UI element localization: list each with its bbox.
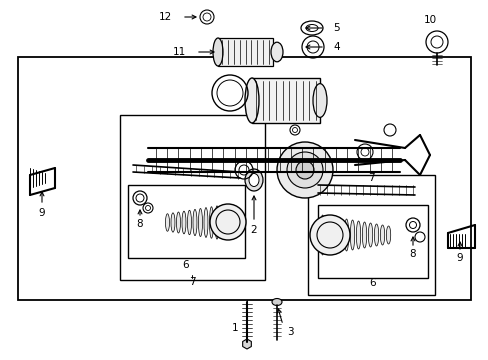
Ellipse shape <box>165 214 169 231</box>
Ellipse shape <box>344 219 348 251</box>
Ellipse shape <box>171 213 175 232</box>
Ellipse shape <box>248 174 259 186</box>
Bar <box>18 57 470 300</box>
Ellipse shape <box>270 42 283 62</box>
Text: 7: 7 <box>367 173 373 183</box>
Text: 1: 1 <box>231 323 238 333</box>
Ellipse shape <box>244 78 259 123</box>
Ellipse shape <box>244 169 263 191</box>
Ellipse shape <box>209 207 213 238</box>
Ellipse shape <box>193 210 197 236</box>
Circle shape <box>286 152 323 188</box>
Ellipse shape <box>198 208 202 237</box>
Bar <box>120 115 264 280</box>
Ellipse shape <box>367 223 372 247</box>
Text: 10: 10 <box>423 15 436 25</box>
Text: 2: 2 <box>250 225 257 235</box>
Circle shape <box>209 204 245 240</box>
Ellipse shape <box>350 220 354 250</box>
Ellipse shape <box>305 24 317 32</box>
Bar <box>128 185 244 258</box>
Ellipse shape <box>187 210 191 235</box>
Text: 6: 6 <box>369 278 376 288</box>
Ellipse shape <box>203 208 207 237</box>
Text: 12: 12 <box>159 12 172 22</box>
Ellipse shape <box>320 215 324 255</box>
Ellipse shape <box>356 221 360 249</box>
Ellipse shape <box>176 212 180 233</box>
Text: 9: 9 <box>39 208 45 218</box>
Ellipse shape <box>325 216 330 254</box>
Ellipse shape <box>380 225 384 245</box>
Ellipse shape <box>338 218 342 252</box>
Text: 7: 7 <box>188 277 195 287</box>
Text: 9: 9 <box>456 253 462 263</box>
Text: 8: 8 <box>137 219 143 229</box>
Ellipse shape <box>362 222 366 248</box>
Ellipse shape <box>271 298 282 306</box>
Ellipse shape <box>374 224 378 246</box>
Ellipse shape <box>213 38 223 66</box>
Ellipse shape <box>301 21 323 35</box>
Bar <box>317 205 427 278</box>
Ellipse shape <box>182 211 185 234</box>
Text: 4: 4 <box>332 42 339 52</box>
Ellipse shape <box>332 217 336 253</box>
Text: 11: 11 <box>172 47 185 57</box>
Text: 6: 6 <box>183 260 189 270</box>
Bar <box>307 175 434 295</box>
Ellipse shape <box>312 84 326 117</box>
Ellipse shape <box>215 206 219 239</box>
Bar <box>251 78 319 123</box>
Circle shape <box>276 142 332 198</box>
Text: 8: 8 <box>409 249 415 259</box>
Text: 5: 5 <box>332 23 339 33</box>
Circle shape <box>309 215 349 255</box>
Text: 3: 3 <box>286 327 293 337</box>
Ellipse shape <box>386 226 390 244</box>
Circle shape <box>295 161 313 179</box>
Bar <box>218 38 272 66</box>
